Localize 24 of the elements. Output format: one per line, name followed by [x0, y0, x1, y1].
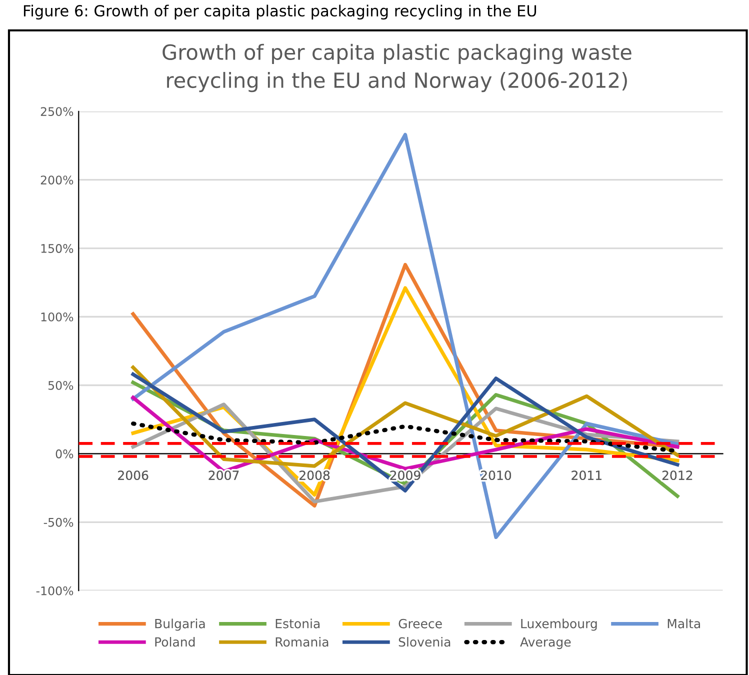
y-tick-label: 50%	[48, 380, 74, 390]
y-tick-label: -100%	[36, 586, 74, 596]
y-tick-label: 0%	[56, 449, 74, 458]
legend-label: Slovenia	[398, 636, 450, 647]
x-tick-label: 2012	[662, 470, 692, 480]
legend-label: Luxembourg	[521, 618, 597, 631]
y-tick-label: 250%	[40, 107, 74, 116]
legend-label: Bulgaria	[155, 618, 205, 631]
legend-label: Estonia	[276, 618, 320, 628]
x-tick-label: 2011	[572, 470, 602, 480]
legend-label: Poland	[155, 636, 195, 647]
chart-title: Growth of per capita plastic packaging waste recycling in the EU and Norway (2006-2012)	[162, 44, 632, 92]
y-tick-label: -50%	[44, 518, 74, 527]
y-tick-label: 150%	[41, 244, 74, 253]
x-tick-label: 2007	[208, 470, 239, 480]
y-tick-label: 100%	[41, 312, 74, 322]
legend-label: Romania	[276, 636, 328, 647]
caption: Figure 6: Growth of per capita plastic packaging recycling in the EU	[24, 4, 536, 20]
legend-label: Greece	[398, 618, 442, 628]
line-series	[131, 366, 680, 468]
legend-label: Malta	[668, 618, 700, 628]
legend-label: Average	[520, 637, 571, 650]
x-tick-label: 2006	[118, 470, 148, 480]
y-tick-label: 200%	[40, 176, 74, 184]
